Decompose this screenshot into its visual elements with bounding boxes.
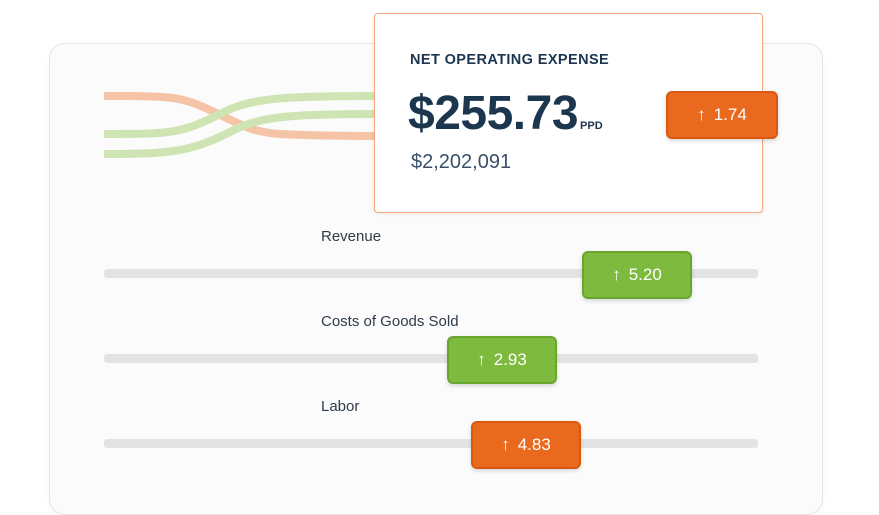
labor-track[interactable] — [104, 439, 758, 448]
expense-unit: PPD — [580, 120, 603, 132]
cogs-track[interactable] — [104, 354, 758, 363]
labor-label: Labor — [321, 398, 360, 415]
revenue-change-badge[interactable]: ↑ 5.20 — [582, 251, 692, 299]
expense-value: $255.73 PPD — [408, 86, 603, 141]
flow-decoration — [103, 92, 380, 158]
expense-change-value: 1.74 — [713, 105, 747, 124]
expense-change-badge[interactable]: ↑ 1.74 — [666, 91, 778, 139]
labor-change-value: 4.83 — [517, 435, 551, 454]
arrow-up-icon: ↑ — [477, 350, 486, 369]
revenue-track[interactable] — [104, 269, 758, 278]
expense-title: NET OPERATING EXPENSE — [410, 52, 610, 68]
revenue-change-value: 5.20 — [628, 265, 662, 284]
arrow-up-icon: ↑ — [612, 265, 621, 284]
arrow-up-icon: ↑ — [501, 435, 510, 454]
cogs-label: Costs of Goods Sold — [321, 313, 459, 330]
flow-line-green-top — [103, 92, 380, 138]
expense-amount: $255.73 — [408, 87, 579, 140]
labor-change-badge[interactable]: ↑ 4.83 — [471, 421, 581, 469]
cogs-change-badge[interactable]: ↑ 2.93 — [447, 336, 557, 384]
expense-total: $2,202,091 — [411, 151, 512, 173]
flow-line-green-bottom — [103, 110, 380, 158]
revenue-label: Revenue — [321, 228, 382, 245]
arrow-up-icon: ↑ — [697, 105, 706, 124]
cogs-change-value: 2.93 — [493, 350, 527, 369]
